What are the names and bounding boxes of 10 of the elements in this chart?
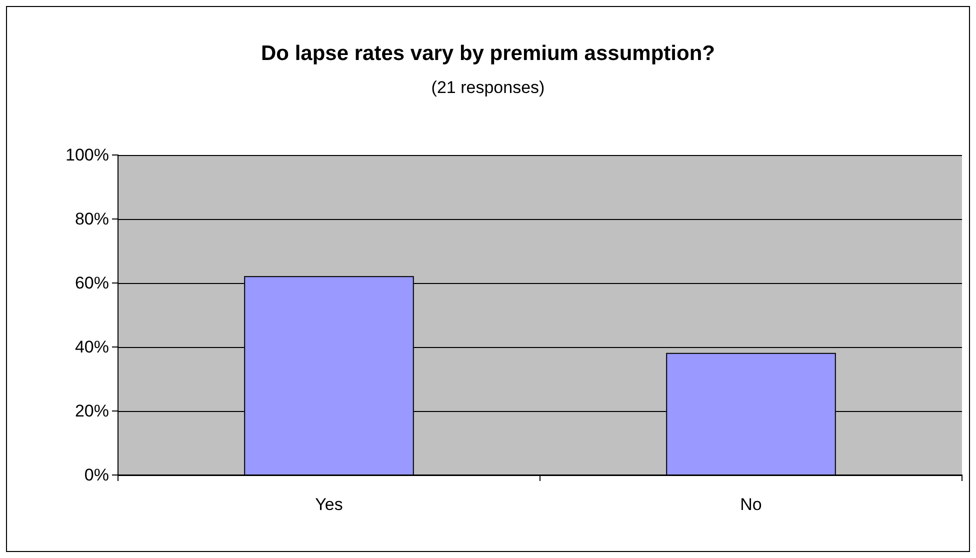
- y-tick-label: 80%: [74, 209, 109, 228]
- y-tick-label: 60%: [74, 273, 109, 292]
- y-tick-label: 0%: [84, 465, 109, 484]
- y-tick-label: 40%: [74, 337, 109, 356]
- x-tick-label: No: [740, 495, 762, 514]
- y-tick-label: 20%: [74, 401, 109, 420]
- y-tick-label: 100%: [66, 145, 109, 164]
- chart-subtitle: (21 responses): [431, 78, 545, 97]
- x-tick-label: Yes: [315, 495, 343, 514]
- chart-title: Do lapse rates vary by premium assumption?: [261, 42, 715, 65]
